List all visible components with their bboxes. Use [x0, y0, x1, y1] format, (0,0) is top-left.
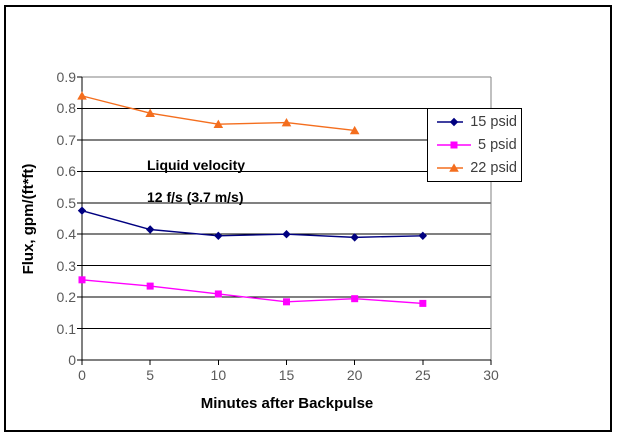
y-tick-label: 0.9 — [56, 69, 76, 85]
square-marker-icon — [419, 299, 427, 307]
x-axis-title: Minutes after Backpulse — [200, 395, 374, 412]
triangle-marker-icon — [281, 117, 292, 127]
x-tick-label: 25 — [415, 367, 431, 383]
diamond-marker-icon — [214, 231, 223, 240]
chart-legend: 15 psid 5 psid 22 psid — [427, 108, 522, 182]
x-tick-label: 0 — [78, 367, 86, 383]
y-tick-label: 0.1 — [56, 320, 76, 337]
legend-item: 5 psid — [437, 137, 517, 153]
y-tick-label: 0.8 — [56, 100, 76, 117]
y-tick-label: 0.6 — [56, 163, 76, 180]
triangle-marker-icon — [145, 108, 155, 117]
annotation-line-2: 12 f/s (3.7 m/s) — [147, 189, 244, 205]
square-marker-icon — [450, 141, 458, 149]
legend-key-icon — [437, 163, 464, 172]
annotation-line-1: Liquid velocity — [147, 157, 246, 173]
square-marker-icon — [214, 290, 222, 298]
diamond-marker-icon — [282, 230, 291, 239]
x-tick-label: 5 — [146, 367, 155, 383]
chart-annotation: Liquid velocity 12 f/s (3.7 m/s) — [147, 141, 245, 205]
legend-item: 22 psid — [437, 160, 517, 176]
square-marker-icon — [146, 282, 154, 290]
square-marker-icon — [78, 276, 86, 284]
square-marker-icon — [283, 298, 290, 306]
legend-label: 5 psid — [478, 136, 517, 153]
x-tick-label: 15 — [278, 367, 295, 383]
y-tick-label: 0.5 — [56, 194, 76, 211]
y-tick-label: 0 — [68, 352, 76, 368]
square-marker-icon — [351, 295, 359, 303]
triangle-marker-icon — [349, 125, 360, 135]
y-tick-label: 0.2 — [56, 289, 76, 306]
legend-key-icon — [437, 118, 464, 127]
triangle-marker-icon — [213, 119, 224, 128]
legend-item: 15 psid — [437, 114, 517, 130]
legend-label: 22 psid — [470, 159, 517, 176]
diamond-marker-icon — [449, 118, 459, 127]
legend-key-icon — [437, 141, 471, 149]
x-tick-label: 30 — [483, 367, 499, 383]
triangle-marker-icon — [449, 163, 459, 172]
chart-outer-border — [4, 5, 612, 432]
x-tick-label: 20 — [346, 367, 363, 383]
diamond-marker-icon — [145, 225, 155, 234]
diamond-marker-icon — [418, 231, 428, 240]
y-tick-label: 0.4 — [56, 226, 76, 243]
series-line-5-psid — [81, 279, 423, 305]
triangle-marker-icon — [77, 91, 87, 100]
diamond-marker-icon — [77, 206, 87, 215]
diamond-marker-icon — [350, 233, 359, 242]
series-line-15-psid — [81, 209, 423, 239]
legend-label: 15 psid — [470, 114, 517, 131]
x-tick-label: 10 — [210, 367, 227, 383]
y-tick-label: 0.3 — [56, 257, 76, 274]
y-tick-label: 0.7 — [56, 131, 76, 148]
